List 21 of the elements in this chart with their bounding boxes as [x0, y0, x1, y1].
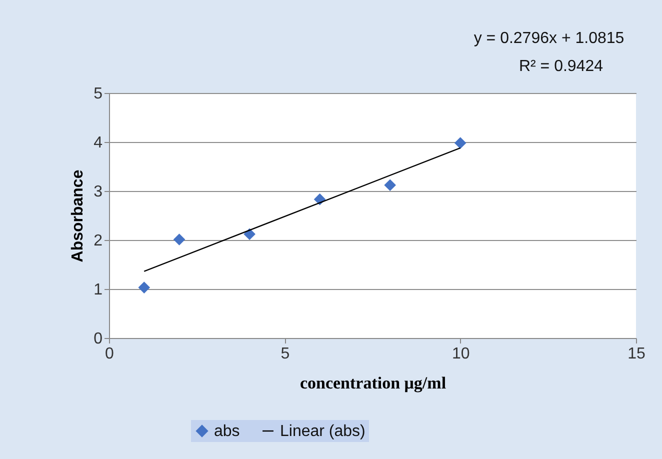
y-tick-label: 4 [94, 134, 103, 152]
text: y = 0.2796x + 1.0815 [474, 30, 624, 47]
x-tick-label: 15 [628, 346, 646, 362]
point [454, 137, 466, 149]
point [173, 234, 186, 246]
point [384, 179, 396, 192]
x-tick-label: 10 [452, 346, 470, 362]
x-axis-title: concentration μg/ml [300, 374, 446, 392]
y-tick-label: 2 [94, 232, 103, 250]
legend-label: abs [214, 423, 240, 440]
y-tick-label: 3 [94, 184, 103, 200]
text: R² = 0.9424 [518, 58, 604, 75]
y-tick-label: 0 [94, 330, 103, 348]
y-axis-title: Absorbance [70, 170, 87, 262]
y-tick-label: 5 [94, 86, 103, 102]
x-tick-label: 5 [280, 346, 290, 362]
x-tick-label: 0 [105, 346, 114, 362]
point [244, 228, 256, 240]
legend-label: Linear (abs) [280, 423, 366, 440]
point [138, 282, 150, 294]
y-tick-label: 1 [94, 282, 103, 298]
